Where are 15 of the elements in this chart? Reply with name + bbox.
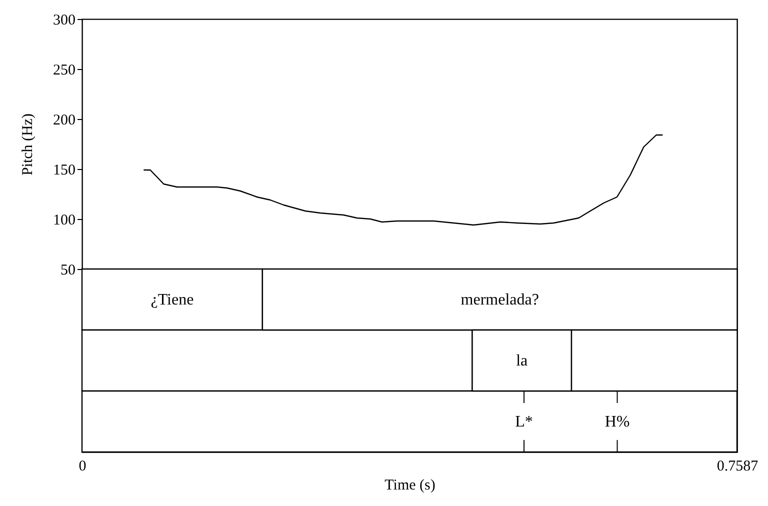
y-tick-label: 100 <box>53 212 76 228</box>
y-axis-title: Pitch (Hz) <box>20 113 36 176</box>
data-label: la <box>516 352 528 370</box>
ref-line-label: L* <box>515 414 533 430</box>
x-axis-title: Time (s) <box>384 478 436 494</box>
y-tick-label: 150 <box>53 162 76 178</box>
y-tick-label: 200 <box>53 112 76 128</box>
data-label: ¿Tiene <box>150 292 194 308</box>
y-tick-label: 250 <box>53 62 76 78</box>
x-tick-label: 0.7587 <box>716 458 759 474</box>
ref-line-label: H% <box>604 414 630 430</box>
y-tick-label: 50 <box>60 262 76 278</box>
y-tick-label: 300 <box>53 12 76 28</box>
x-tick-label: 0 <box>78 458 86 474</box>
data-label: mermelada? <box>460 292 539 308</box>
